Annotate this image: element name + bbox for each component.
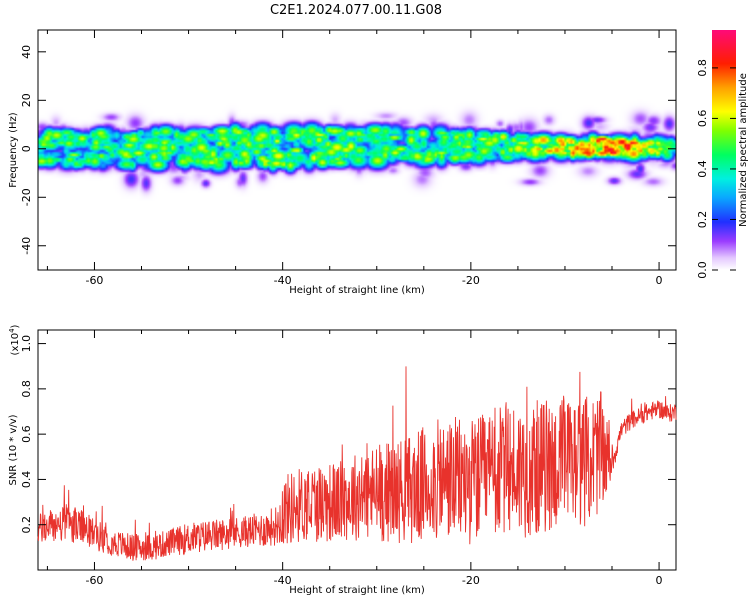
colorbar-tick-label: 0.4 [696,160,709,178]
heatmap-ticks: -60 -40 -20 0 -40 -20 0 20 40 [20,30,676,287]
x-tick-label: -20 [462,274,480,287]
colorbar-label: Normalized spectral amplitude [738,73,749,227]
y-tick-label: -20 [20,188,33,206]
heatmap-ylabel: Frequency (Hz) [8,112,19,188]
chart-title: C2E1.2024.077.00.11.G08 [270,3,442,18]
heatmap-image [38,30,676,270]
colorbar-tick-label: 0.0 [696,261,709,279]
x-tick-label: -60 [85,574,103,587]
y-tick-label: 0.4 [20,471,33,489]
x-tick-label: -40 [274,574,292,587]
y-tick-label: 1.0 [20,335,33,353]
y-tick-label: 0.8 [20,380,33,398]
y-tick-label: -40 [20,237,33,255]
snr-ylabel: SNR (10 * v/v) [8,414,19,485]
x-tick-label: 0 [656,574,663,587]
y-tick-label: 40 [20,45,33,59]
colorbar-ticks: 0.0 0.2 0.4 0.6 0.8 [696,59,736,279]
x-tick-label: -60 [85,274,103,287]
snr-xlabel: Height of straight line (km) [289,585,425,596]
colorbar-tick-label: 0.8 [696,59,709,77]
snr-ticks: -60 -40 -20 0 0.2 0.4 0.6 0.8 1.0 [20,330,676,587]
colorbar-tick-label: 0.2 [696,211,709,229]
heatmap-xlabel: Height of straight line (km) [289,285,425,296]
x-tick-label: 0 [656,274,663,287]
x-tick-label: -40 [274,274,292,287]
snr-panel: -60 -40 -20 0 0.2 0.4 0.6 0.8 1.0 Height of stra… [8,324,677,596]
y-tick-label: 0.6 [20,425,33,443]
snr-series-line [37,366,677,561]
heatmap-frame [37,29,677,271]
colorbar-gradient [712,30,736,270]
colorbar-tick-label: 0.6 [696,110,709,128]
heatmap-panel: -60 -40 -20 0 -40 -20 0 20 40 Height of straight… [8,29,677,296]
y-tick-label: 0 [20,145,33,152]
y-tick-label: 20 [20,93,33,107]
snr-multiplier: (x104) [8,324,21,355]
snr-frame [37,329,677,571]
colorbar: 0.0 0.2 0.4 0.6 0.8 Normalized spectral ampl… [696,30,749,279]
x-tick-label: -20 [462,574,480,587]
y-tick-label: 0.2 [20,516,33,534]
